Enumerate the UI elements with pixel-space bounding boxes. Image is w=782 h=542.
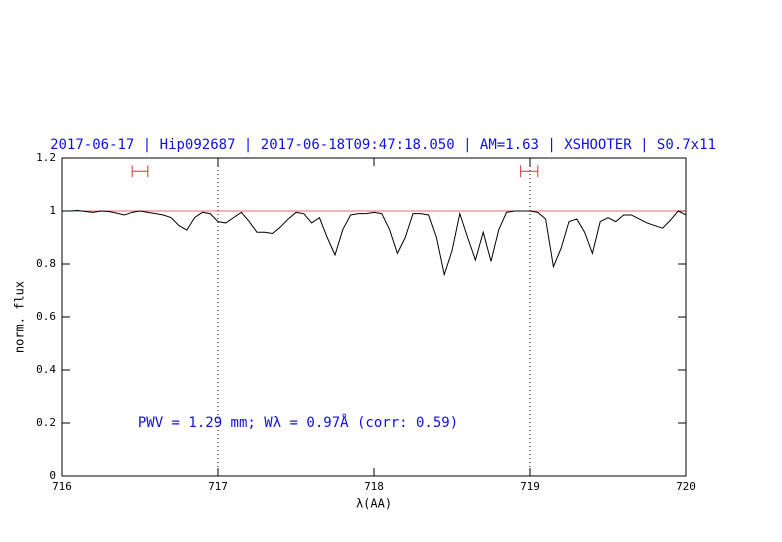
y-tick-label: 0.2	[36, 416, 56, 429]
y-axis-label: norm. flux	[13, 281, 27, 353]
y-tick-label: 0.8	[36, 257, 56, 270]
y-tick-label: 1	[49, 204, 56, 217]
x-axis-label: λ(AA)	[356, 497, 392, 511]
chart-title: 2017-06-17 | Hip092687 | 2017-06-18T09:4…	[50, 137, 716, 153]
annotation: PWV = 1.29 mm; Wλ = 0.97Å (corr: 0.59)	[138, 414, 458, 431]
x-tick-label: 718	[364, 480, 384, 493]
x-tick-label: 720	[676, 480, 696, 493]
y-tick-label: 1.2	[36, 151, 56, 164]
continuum-window	[131, 165, 149, 178]
y-tick-label: 0.6	[36, 310, 56, 323]
x-tick-label: 719	[520, 480, 540, 493]
y-tick-label: 0.4	[36, 363, 56, 376]
x-tick-label: 717	[208, 480, 228, 493]
y-tick-label: 0	[49, 469, 56, 482]
spectrum-line	[62, 209, 687, 277]
x-tick-label: 716	[52, 480, 72, 493]
continuum-window	[520, 165, 539, 178]
